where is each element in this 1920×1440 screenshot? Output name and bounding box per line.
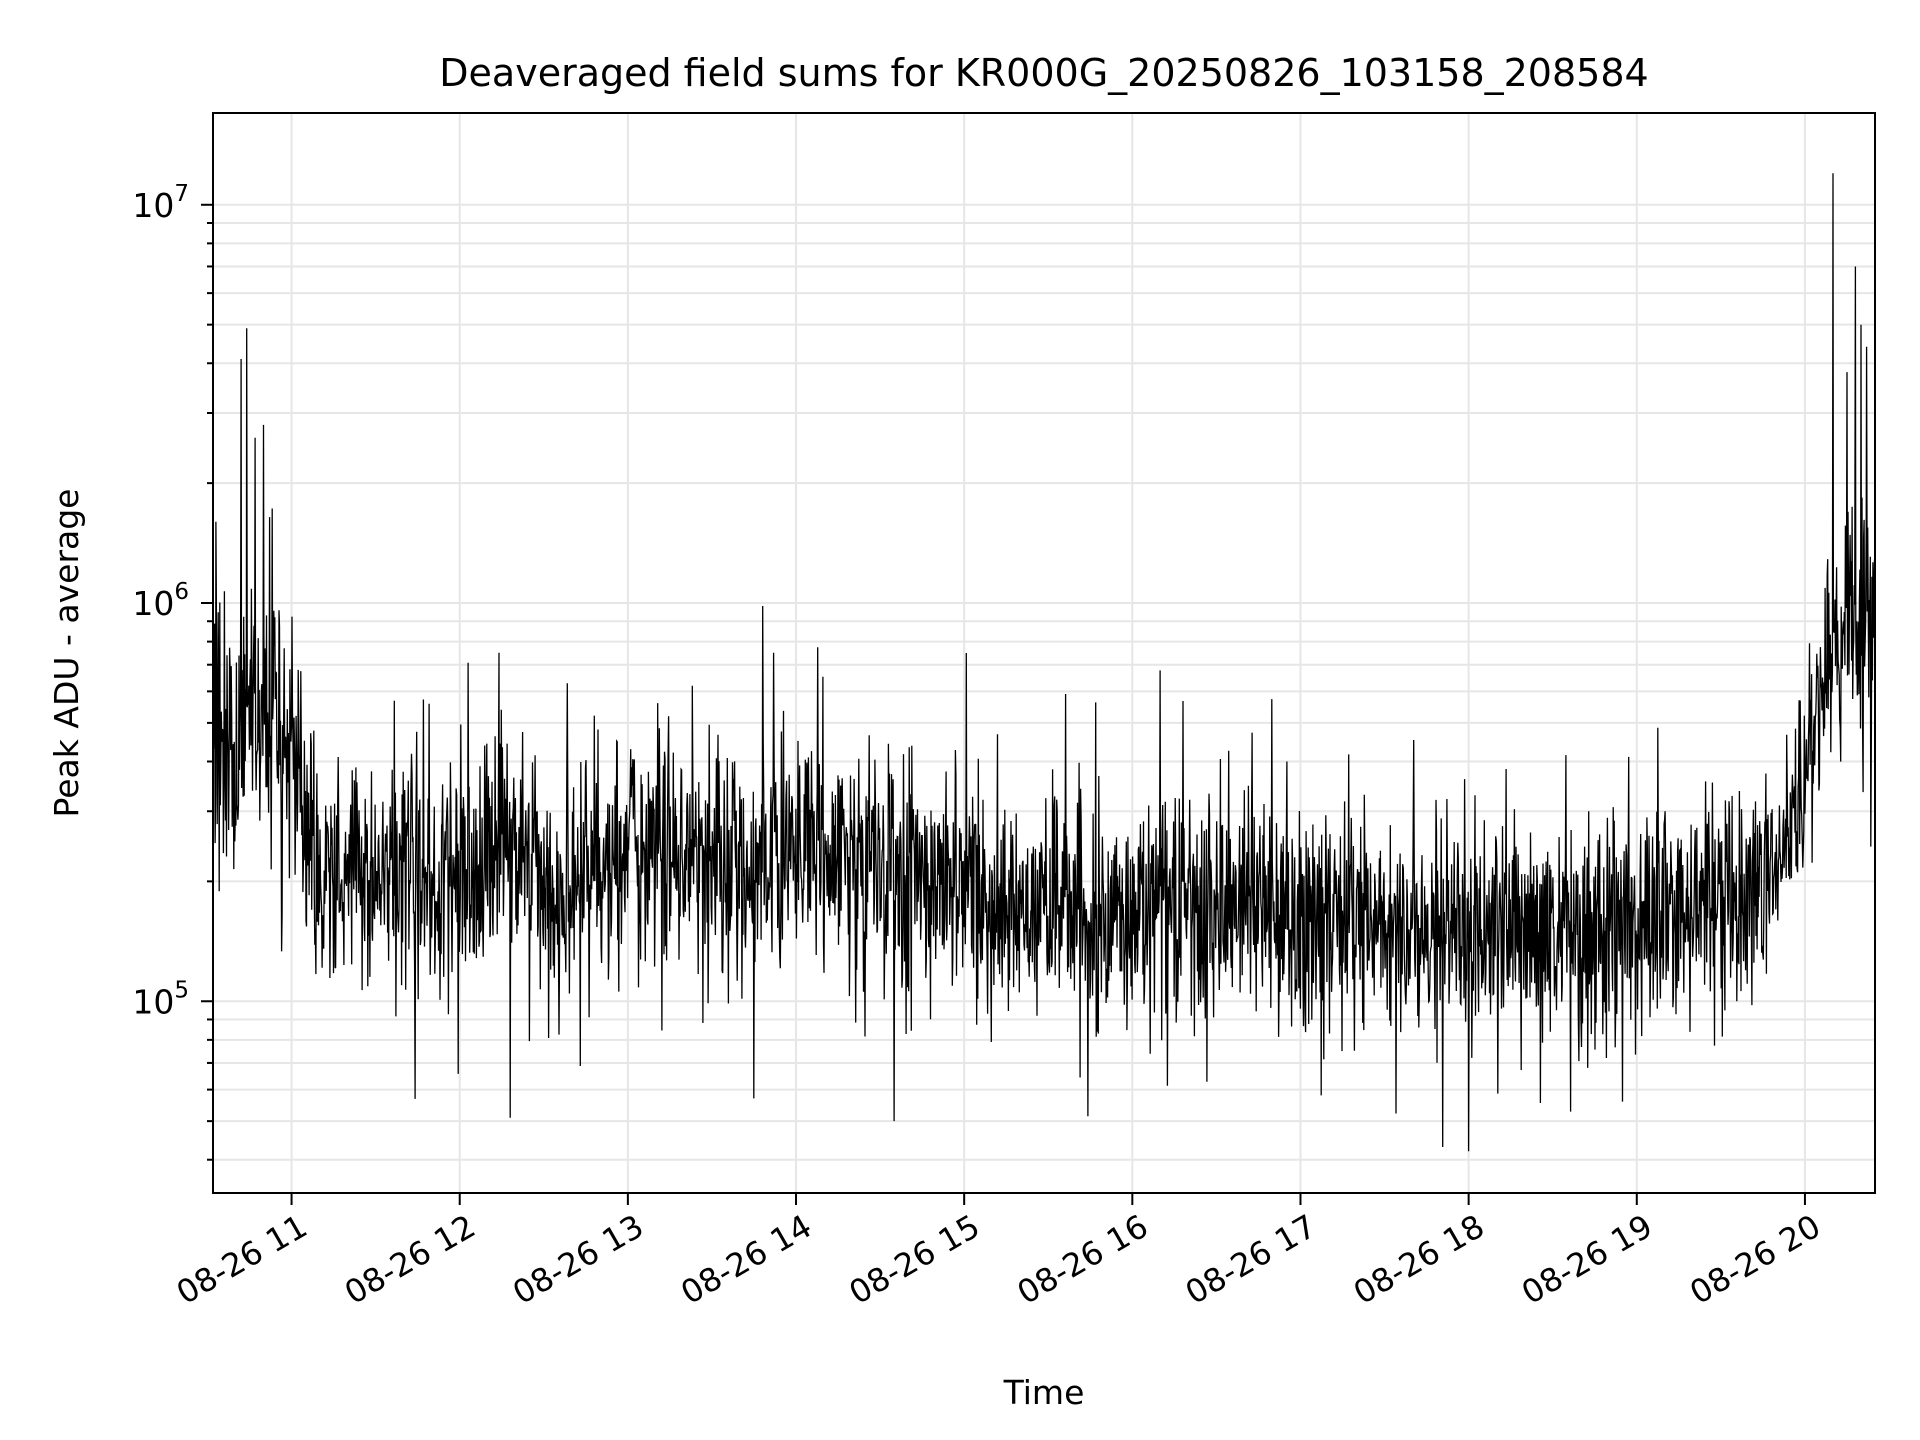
x-tick-label: 08-26 19 (1515, 1207, 1659, 1312)
plot-frame (212, 112, 1876, 1194)
y-tick-label-exponent: 5 (174, 977, 189, 1003)
chart-title: Deaveraged field sums for KR000G_2025082… (439, 51, 1648, 95)
series-layer (212, 173, 1876, 1152)
x-tick-label: 08-26 11 (170, 1207, 314, 1312)
x-tick-label: 08-26 18 (1347, 1207, 1491, 1312)
x-tick-label: 08-26 16 (1011, 1207, 1155, 1312)
x-tick-label: 08-26 15 (843, 1207, 987, 1312)
x-axis-label: Time (1003, 1373, 1085, 1412)
y-tick-label-base: 10 (132, 186, 174, 225)
y-axis-label: Peak ADU - average (47, 489, 86, 818)
y-tick-label-base: 10 (132, 982, 174, 1021)
x-tick-label: 08-26 13 (506, 1207, 650, 1312)
tick-layer: 08-26 11 08-26 12 08-26 13 08-26 14 08-26 15… (132, 181, 1827, 1312)
y-tick-label-exponent: 6 (174, 579, 189, 605)
grid-layer (213, 113, 1875, 1193)
x-tick-label: 08-26 20 (1683, 1207, 1827, 1312)
y-tick-label-base: 10 (132, 584, 174, 623)
series-line (212, 173, 1876, 1152)
y-tick-label: 106 (132, 579, 189, 623)
y-tick-label: 107 (132, 181, 189, 225)
y-tick-label: 105 (132, 977, 189, 1021)
y-tick-label-exponent: 7 (174, 181, 189, 207)
x-tick-label: 08-26 17 (1179, 1207, 1323, 1312)
x-tick-label: 08-26 12 (338, 1207, 482, 1312)
x-tick-label: 08-26 14 (674, 1207, 818, 1312)
